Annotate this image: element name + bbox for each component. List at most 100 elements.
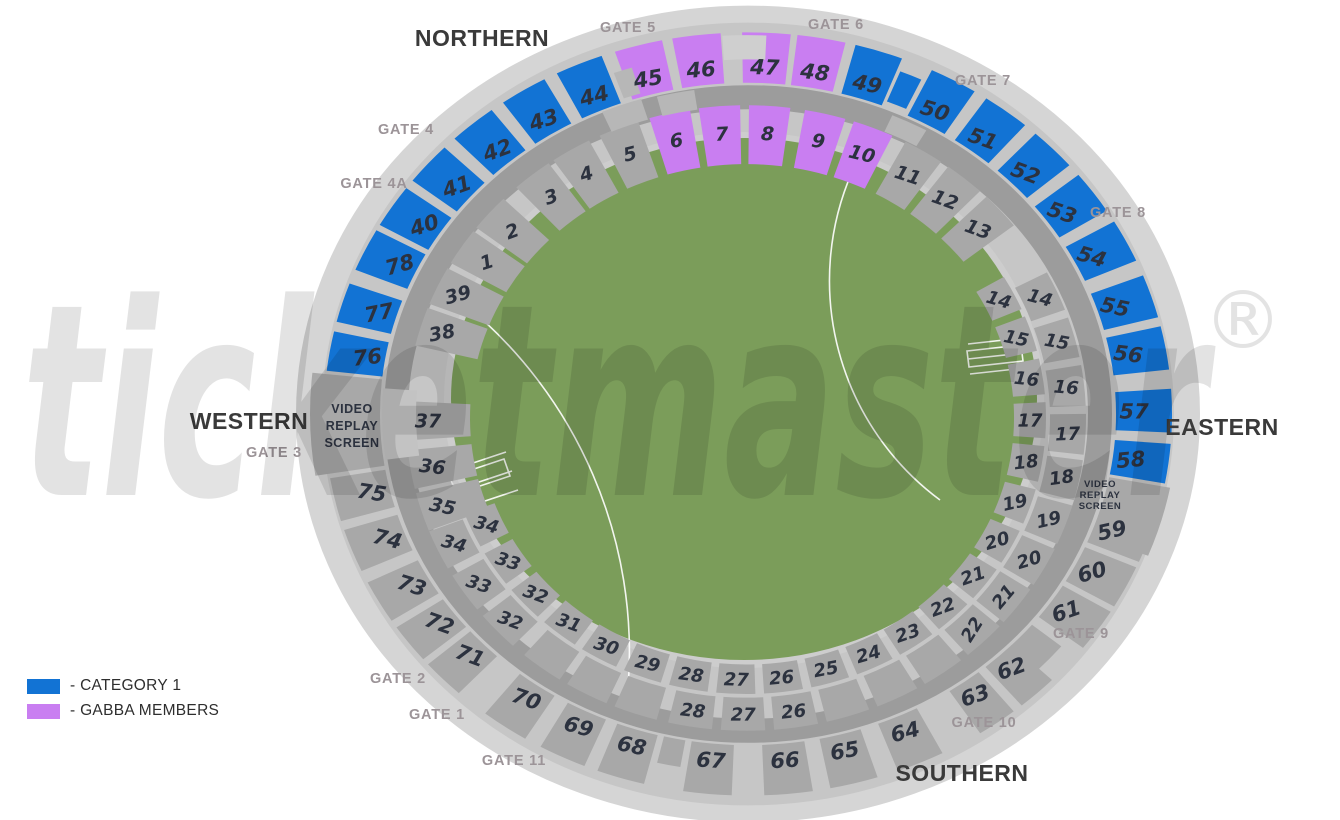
section-7[interactable] — [698, 105, 742, 167]
section-44[interactable] — [556, 55, 621, 119]
stand-block — [602, 99, 648, 132]
section-24-lower[interactable] — [845, 633, 893, 675]
section-20-upper[interactable] — [1003, 535, 1055, 585]
section-5[interactable] — [599, 121, 659, 189]
section-14-upper[interactable] — [1015, 272, 1065, 322]
section-8[interactable] — [748, 105, 791, 167]
section-61[interactable] — [1038, 585, 1111, 648]
section-22-upper[interactable] — [944, 604, 1000, 655]
section-26-lower[interactable] — [762, 660, 803, 694]
section-label-37: 37 — [415, 410, 442, 432]
section-15-lower[interactable] — [995, 316, 1037, 358]
section-18-upper[interactable] — [1039, 455, 1083, 501]
section-28-lower[interactable] — [669, 656, 712, 692]
section-20-lower[interactable] — [974, 518, 1020, 563]
section-label-76: 76 — [351, 344, 383, 371]
section-label-65: 65 — [828, 737, 861, 766]
section-62[interactable] — [985, 644, 1053, 706]
section-17-upper[interactable] — [1047, 413, 1087, 455]
section-16-lower[interactable] — [1007, 358, 1045, 397]
section-58[interactable] — [1109, 440, 1171, 484]
section-41[interactable] — [412, 147, 485, 212]
section-14-lower[interactable] — [976, 276, 1022, 321]
section-31-lower[interactable] — [544, 600, 593, 645]
section-32-upper[interactable] — [482, 595, 538, 646]
section-63[interactable] — [949, 672, 1014, 734]
compass-label-eastern: EASTERN — [1165, 414, 1278, 440]
section-4[interactable] — [553, 140, 619, 209]
section-30-lower[interactable] — [582, 624, 630, 667]
section-53[interactable] — [1034, 174, 1107, 238]
section-74[interactable] — [344, 514, 413, 571]
section-label-66: 66 — [770, 747, 801, 773]
section-23-lower[interactable] — [883, 611, 933, 655]
section-69[interactable] — [540, 702, 607, 766]
section-21-lower[interactable] — [948, 553, 997, 599]
section-71[interactable] — [428, 631, 497, 694]
section-76[interactable] — [326, 331, 389, 377]
section-25-lower[interactable] — [804, 649, 850, 688]
section-27-upper[interactable] — [720, 696, 766, 731]
section-50[interactable] — [907, 70, 975, 134]
section-64[interactable] — [878, 708, 943, 771]
section-75[interactable] — [330, 469, 395, 522]
section-73[interactable] — [367, 560, 439, 621]
section-27-lower[interactable] — [716, 663, 756, 695]
section-18-lower[interactable] — [1006, 443, 1045, 482]
section-68[interactable] — [597, 723, 658, 784]
section-37[interactable] — [406, 401, 471, 441]
section-78[interactable] — [355, 230, 426, 289]
section-66[interactable] — [762, 741, 813, 796]
section-38[interactable] — [415, 307, 488, 360]
stand-block — [722, 35, 767, 61]
section-34-upper[interactable] — [429, 519, 480, 569]
section-51[interactable] — [954, 98, 1026, 164]
section-49[interactable] — [841, 44, 902, 106]
section-32-lower[interactable] — [511, 571, 560, 617]
section-3[interactable] — [516, 163, 586, 231]
section-26-upper[interactable] — [771, 691, 819, 730]
section-70[interactable] — [485, 673, 555, 739]
section-43[interactable] — [503, 79, 572, 144]
section-52[interactable] — [997, 133, 1070, 198]
section-label-46: 46 — [684, 57, 716, 83]
section-39[interactable] — [429, 268, 504, 326]
section-29-lower[interactable] — [624, 643, 670, 683]
section-67[interactable] — [683, 741, 734, 796]
section-label-4: 4 — [576, 162, 596, 187]
section-36[interactable] — [407, 444, 478, 489]
section-48[interactable] — [790, 35, 846, 92]
section-57[interactable] — [1115, 388, 1173, 433]
section-33-lower[interactable] — [484, 539, 532, 584]
section-72[interactable] — [396, 599, 467, 660]
section-46[interactable] — [672, 33, 725, 89]
section-16-upper[interactable] — [1045, 365, 1086, 407]
section-34-lower[interactable] — [464, 503, 509, 547]
section-9[interactable] — [793, 110, 846, 176]
section-2[interactable] — [476, 198, 550, 264]
section-42[interactable] — [454, 110, 526, 175]
section-35[interactable] — [416, 479, 489, 531]
section-60[interactable] — [1065, 547, 1137, 607]
section-33-upper[interactable] — [452, 558, 506, 610]
section-40[interactable] — [379, 188, 452, 250]
section-19-upper[interactable] — [1024, 496, 1073, 544]
section-10[interactable] — [833, 121, 893, 189]
section-17-lower[interactable] — [1013, 402, 1047, 439]
section-54[interactable] — [1065, 221, 1137, 281]
section-77[interactable] — [336, 283, 403, 334]
section-label-8: 8 — [760, 123, 774, 146]
section-13[interactable] — [941, 196, 1014, 262]
section-22-lower[interactable] — [918, 584, 968, 630]
section-56[interactable] — [1106, 326, 1170, 376]
section-6[interactable] — [649, 109, 701, 175]
section-11[interactable] — [875, 141, 941, 210]
section-28-upper[interactable] — [668, 690, 716, 730]
section-19-lower[interactable] — [993, 481, 1036, 524]
section-55[interactable] — [1090, 275, 1159, 330]
section-65[interactable] — [819, 729, 878, 789]
section-15-upper[interactable] — [1033, 317, 1080, 364]
section-1[interactable] — [450, 231, 525, 293]
section-21-upper[interactable] — [976, 571, 1031, 623]
section-12[interactable] — [910, 166, 980, 234]
